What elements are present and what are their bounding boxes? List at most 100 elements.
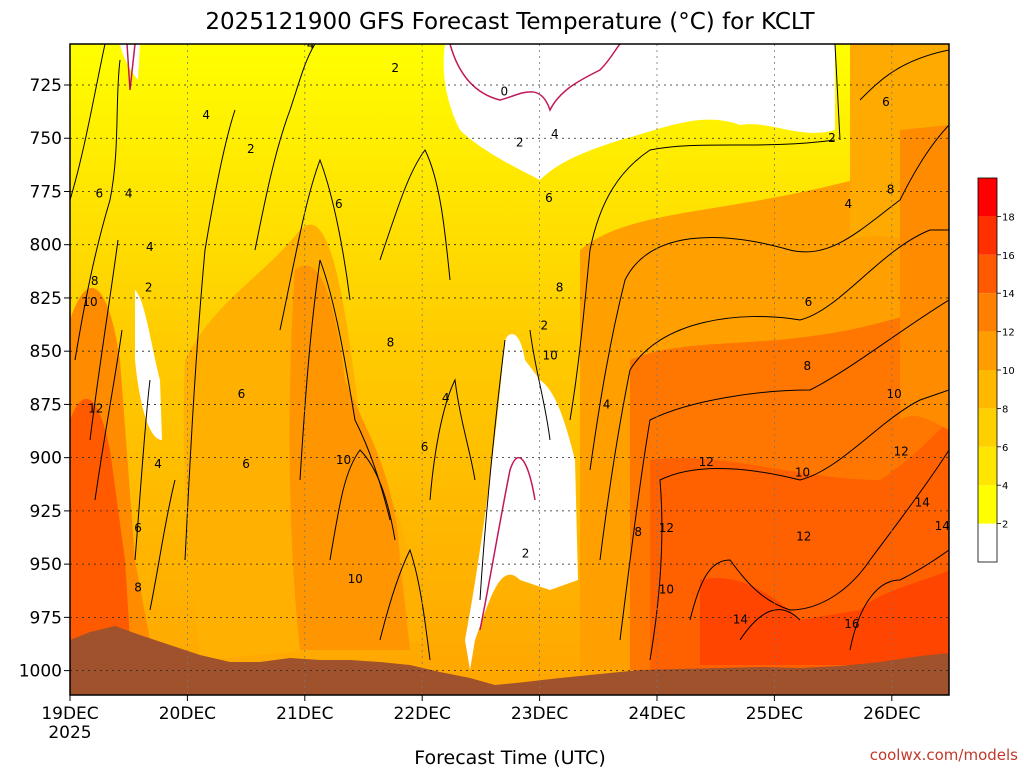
grid-lines (70, 44, 949, 695)
x-tick-label: 19DEC (41, 704, 98, 724)
contour-label: 10 (348, 572, 363, 586)
contour-label: 6 (134, 521, 142, 535)
legend-swatch (978, 178, 997, 217)
ground (70, 626, 949, 695)
contour-label: 14 (935, 519, 950, 533)
x-axis: 19DEC 20DEC 21DEC 22DEC 23DEC 24DEC 25DEC 26DEC (41, 695, 920, 724)
cold-top-left (120, 44, 140, 80)
cold-top (443, 44, 835, 180)
contour-label: 8 (803, 359, 811, 373)
legend-label: 18 (1002, 212, 1015, 223)
credit-text: coolwx.com/models (870, 746, 1018, 764)
legend-label: 10 (1002, 366, 1015, 377)
contour-label: 2 (247, 142, 255, 156)
contour-label: 2 (540, 319, 548, 333)
legend-label: 4 (1002, 481, 1008, 492)
legend-swatch (978, 446, 997, 486)
x-tick-label: 25DEC (746, 704, 803, 724)
y-tick-label: 850 (30, 342, 62, 362)
y-tick-label: 900 (30, 449, 62, 469)
band-hottest-right (700, 570, 949, 665)
x-tick-label: 24DEC (628, 704, 685, 724)
y-tick-label: 725 (30, 76, 62, 96)
contour-label: 10 (659, 583, 674, 597)
legend-swatch (978, 408, 997, 447)
contour-label: 10 (887, 387, 902, 401)
y-tick-label: 825 (30, 289, 62, 309)
contour-label: 6 (335, 197, 343, 211)
contour-label: 16 (844, 617, 859, 631)
legend-label: 16 (1002, 251, 1015, 262)
contour-label: 4 (146, 240, 154, 254)
contour-label: 8 (91, 274, 99, 288)
contour-label: 8 (887, 182, 895, 196)
legend-swatch (978, 523, 997, 562)
contour-label: 12 (699, 455, 714, 469)
contour-label: 10 (336, 453, 351, 467)
band-warm-day2 (289, 265, 410, 650)
band-hot-top-right (900, 125, 949, 430)
legend-label: 2 (1002, 520, 1008, 531)
contour-label: 8 (387, 336, 395, 350)
contour-label: 4 (307, 38, 315, 52)
y-tick-label: 1000 (19, 662, 62, 682)
y-tick-label: 950 (30, 555, 62, 575)
plot-frame (69, 43, 950, 696)
legend-swatch (978, 485, 997, 524)
contour-label: 14 (733, 612, 748, 626)
y-tick-label: 750 (30, 129, 62, 149)
contour-label: 8 (634, 525, 642, 539)
contour-labels: 4 2 0 4 2 2 4 2 6 6 4 6 6 8 4 4 2 8 10 8 6 2 8 10 8 6 4 4 10 12 6 10 4 6 1… (82, 38, 950, 631)
y-axis: 725 750 775 800 825 850 875 900 925 950 975 1000 (19, 76, 70, 682)
contour-label: 2 (828, 131, 836, 145)
y-tick-label: 800 (30, 236, 62, 256)
contour-label: 12 (659, 521, 674, 535)
legend-swatch (978, 331, 997, 370)
chart-title: 2025121900 GFS Forecast Temperature (°C)… (205, 9, 815, 35)
contour-label: 8 (134, 581, 142, 595)
contour-label: 12 (88, 402, 103, 416)
y-tick-label: 975 (30, 608, 62, 628)
contour-label: 2 (391, 61, 399, 75)
contour-label: 10 (543, 348, 558, 362)
legend-label: 8 (1002, 404, 1008, 415)
contour-label: 4 (125, 187, 133, 201)
contour-label: 14 (915, 495, 930, 509)
contour-label: 4 (154, 457, 162, 471)
color-legend: 2 4 6 8 10 12 14 16 18 (977, 177, 1015, 563)
contour-label: 4 (845, 197, 853, 211)
contour-label: 6 (805, 295, 813, 309)
y-tick-label: 775 (30, 182, 62, 202)
contour-label: 6 (242, 457, 250, 471)
contour-label: 10 (795, 466, 810, 480)
contour-label: 4 (603, 397, 611, 411)
contour-label: 6 (238, 387, 246, 401)
contour-label: 4 (551, 127, 559, 141)
contour-label: 2 (522, 546, 530, 560)
contour-lines (70, 44, 949, 661)
contour-label: 6 (545, 191, 553, 205)
contour-label: 12 (796, 529, 811, 543)
contour-label: 12 (894, 444, 909, 458)
cold-middle (465, 334, 578, 670)
contour-label: 6 (882, 95, 890, 109)
contour-label: 8 (556, 280, 564, 294)
contour-label: 0 (501, 84, 509, 98)
contour-label: 4 (442, 391, 450, 405)
band-hot-left (70, 398, 130, 640)
x-axis-label: Forecast Time (UTC) (414, 747, 605, 768)
contour-label: 6 (421, 440, 429, 454)
legend-swatch (978, 370, 997, 409)
freezing-lines (126, 44, 621, 631)
x-tick-label: 23DEC (511, 704, 568, 724)
x-tick-label: 26DEC (863, 704, 920, 724)
x-tick-label: 21DEC (276, 704, 333, 724)
contour-label: 2 (145, 280, 153, 294)
x-tick-label: 20DEC (159, 704, 216, 724)
legend-swatch (978, 254, 997, 294)
y-tick-label: 875 (30, 395, 62, 415)
cold-left (135, 290, 162, 440)
legend-label: 12 (1002, 328, 1015, 339)
contour-label: 2 (516, 135, 524, 149)
